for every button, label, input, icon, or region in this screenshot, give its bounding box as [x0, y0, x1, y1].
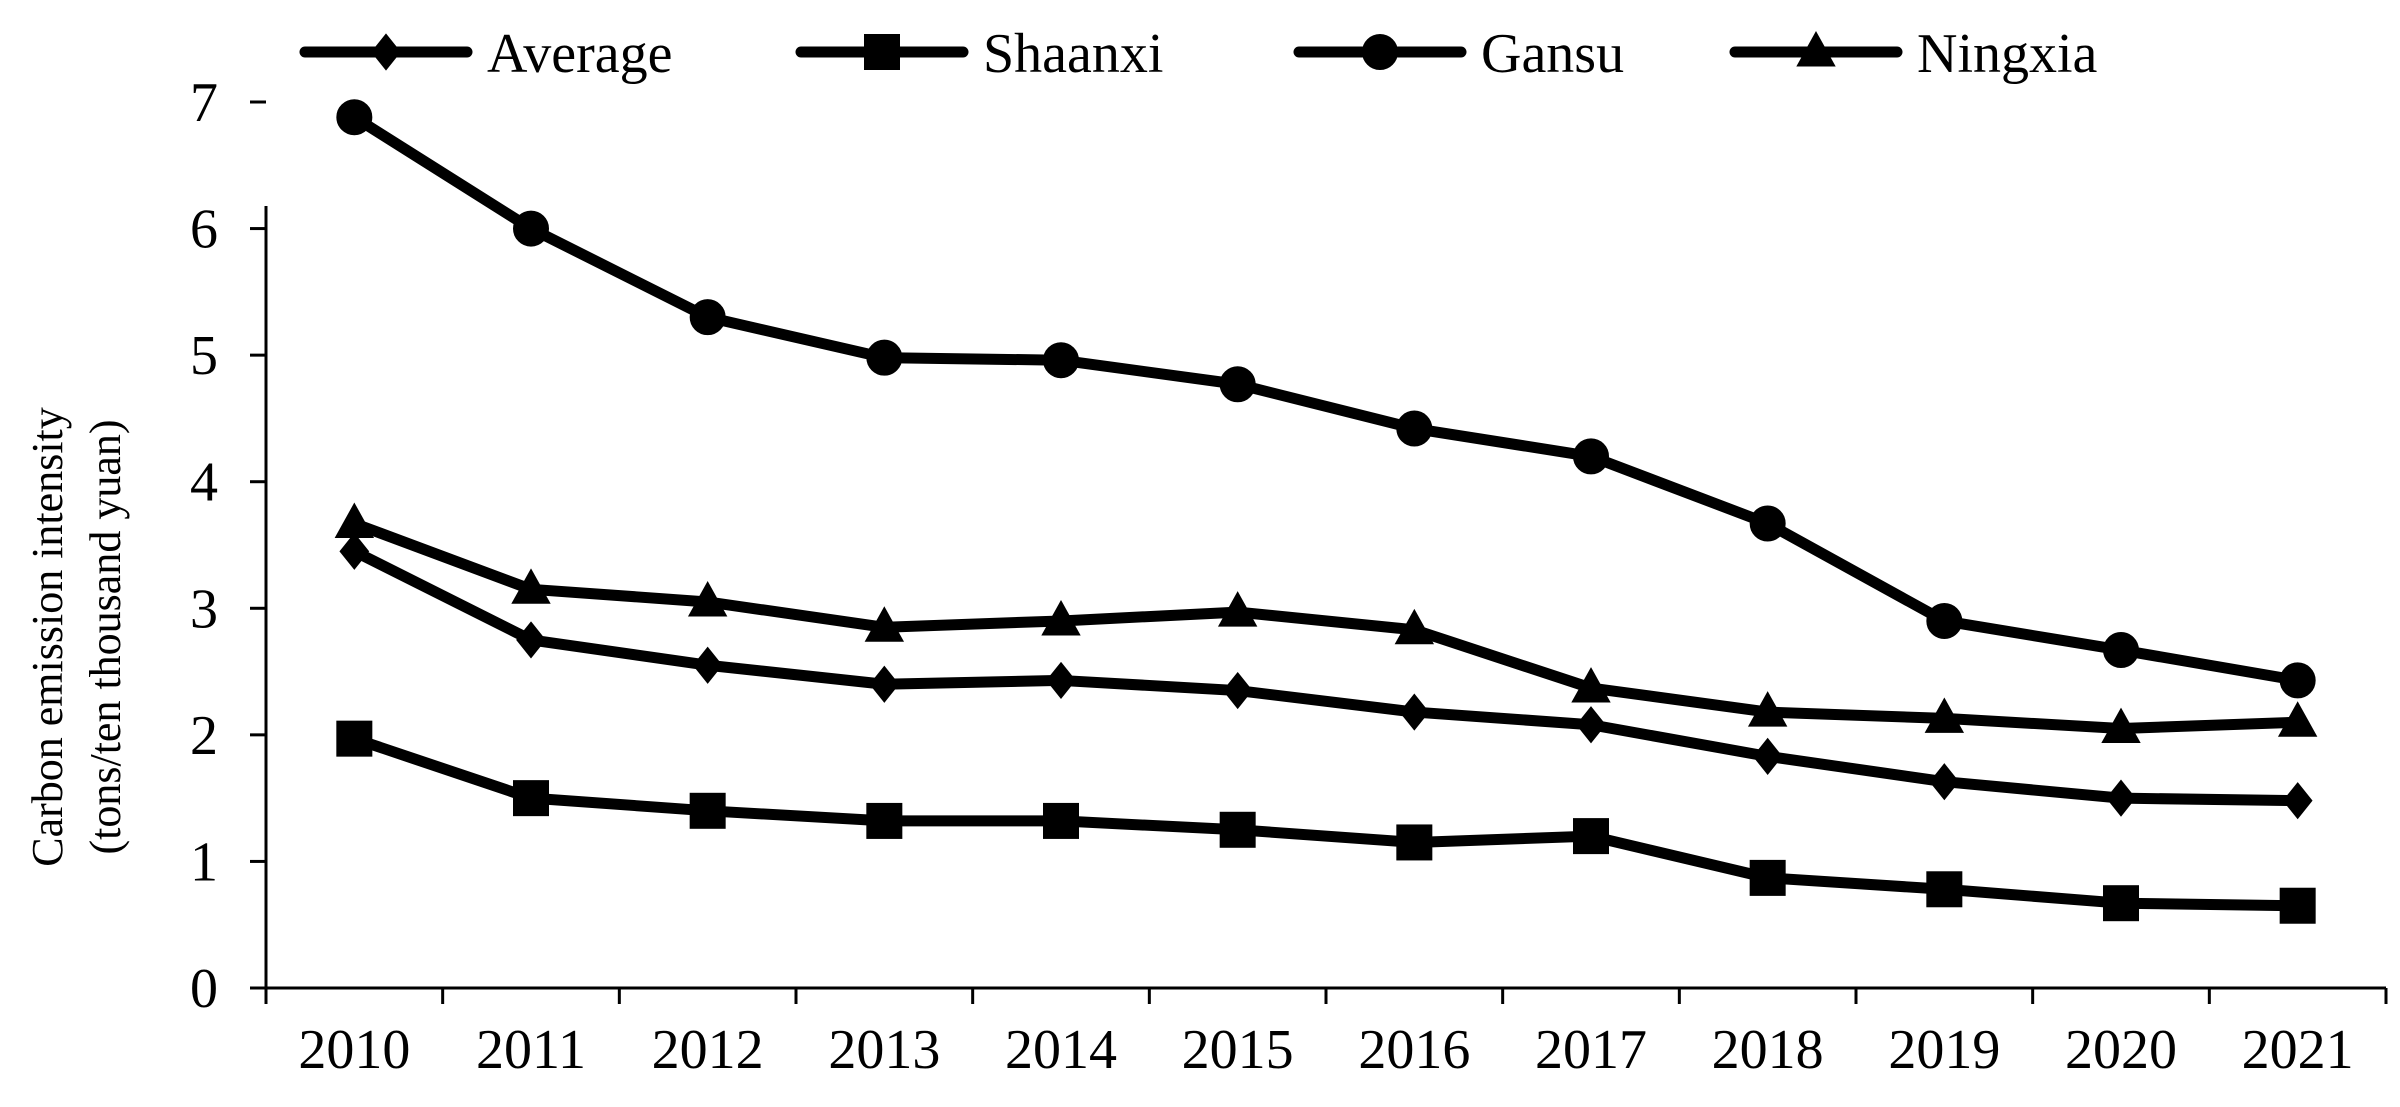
series-line	[348, 111, 2304, 686]
data-point	[336, 99, 373, 136]
y-tick-label: 0	[190, 958, 218, 1020]
legend-marker	[1362, 34, 1398, 70]
data-point	[1041, 599, 1081, 636]
data-point	[1219, 811, 1256, 848]
data-point	[866, 339, 903, 376]
data-point	[864, 606, 905, 642]
data-point	[2106, 779, 2136, 817]
x-tick-label: 2012	[652, 1019, 764, 1081]
data-point	[1576, 706, 1606, 744]
legend-item-ningxia: Ningxia	[1729, 23, 2098, 85]
x-tick-label: 2016	[1358, 1019, 1470, 1081]
y-tick-label: 4	[190, 452, 218, 514]
data-point	[1573, 818, 1609, 855]
data-point	[2277, 701, 2318, 737]
legend-marker	[371, 33, 401, 71]
data-point	[334, 502, 375, 538]
data-point	[1043, 802, 1079, 839]
y-axis-title-line: Carbon emission intensity	[23, 407, 72, 867]
data-point	[1924, 697, 1965, 733]
x-tick-label: 2021	[2242, 1019, 2354, 1081]
data-point	[1217, 591, 1258, 627]
data-point	[1926, 602, 1963, 639]
data-point	[2279, 887, 2316, 924]
data-point	[2103, 885, 2139, 922]
data-point	[687, 580, 728, 617]
legend-item-average: Average	[299, 23, 673, 85]
y-tick-label: 5	[190, 325, 218, 387]
data-point	[1747, 691, 1788, 727]
data-point	[1396, 410, 1433, 447]
series-line	[348, 545, 2304, 807]
y-tick-label: 6	[190, 199, 218, 261]
data-point	[1046, 661, 1076, 700]
y-tick-label: 3	[190, 578, 218, 640]
axes: 0 1 2 3 4 5 6 7 2010 2011 2012 2013 2014 2015 2016 2017…	[190, 72, 2388, 1081]
data-point	[869, 665, 900, 703]
data-point	[336, 720, 373, 757]
data-point	[516, 621, 546, 659]
x-tick-label: 2010	[298, 1019, 410, 1081]
y-tick-label: 2	[190, 705, 218, 767]
data-point	[692, 646, 723, 684]
x-tick-label: 2019	[1888, 1019, 2000, 1081]
data-point	[689, 792, 726, 829]
series-ningxia	[334, 502, 2318, 744]
x-tick-label: 2014	[1005, 1019, 1117, 1081]
data-point	[1752, 737, 1783, 775]
data-point	[1929, 763, 1960, 801]
x-tick-label: 2018	[1712, 1019, 1824, 1081]
y-tick-label: 7	[190, 72, 218, 134]
x-tick-label: 2011	[476, 1019, 586, 1081]
data-point	[513, 780, 549, 817]
data-point	[1749, 859, 1786, 896]
x-tick-label: 2015	[1182, 1019, 1294, 1081]
data-point	[1222, 671, 1253, 710]
y-tick-label: 1	[190, 831, 218, 893]
data-point	[513, 210, 549, 247]
data-point	[1219, 366, 1256, 403]
legend-label: Shaanxi	[983, 23, 1163, 85]
series-gansu	[336, 99, 2316, 699]
data-point	[511, 568, 551, 604]
data-point	[1399, 693, 1430, 731]
data-point	[1926, 871, 1963, 908]
data-point	[2282, 782, 2313, 820]
x-tick-label: 2013	[828, 1019, 940, 1081]
series-layer	[334, 99, 2318, 924]
series-line	[348, 733, 2304, 912]
legend-item-gansu: Gansu	[1293, 23, 1624, 85]
legend-marker	[864, 34, 900, 70]
data-point	[339, 532, 370, 570]
legend-label: Average	[487, 23, 673, 85]
data-point	[1749, 505, 1786, 542]
y-axis-title: Carbon emission intensity (tons/ten thous…	[23, 407, 130, 867]
legend-item-shaanxi: Shaanxi	[795, 23, 1163, 85]
data-point	[866, 802, 903, 839]
x-tick-label: 2020	[2065, 1019, 2177, 1081]
data-point	[2101, 707, 2141, 744]
data-point	[1396, 824, 1433, 861]
legend-label: Gansu	[1481, 23, 1624, 85]
legend-label: Ningxia	[1917, 23, 2098, 85]
y-axis-title-line: (tons/ten thousand yuan)	[81, 419, 130, 854]
x-tick-label: 2017	[1535, 1019, 1647, 1081]
series-average	[339, 532, 2313, 820]
data-point	[1043, 342, 1079, 379]
series-line	[348, 517, 2304, 735]
data-point	[2103, 632, 2139, 669]
series-shaanxi	[336, 720, 2316, 924]
data-point	[1573, 438, 1609, 475]
data-point	[689, 299, 726, 336]
legend-marker	[1796, 31, 1836, 67]
data-point	[1394, 608, 1435, 645]
data-point	[2279, 662, 2316, 699]
legend: Average Shaanxi Gansu Ningxia	[299, 23, 2098, 85]
data-point	[1571, 667, 1611, 703]
